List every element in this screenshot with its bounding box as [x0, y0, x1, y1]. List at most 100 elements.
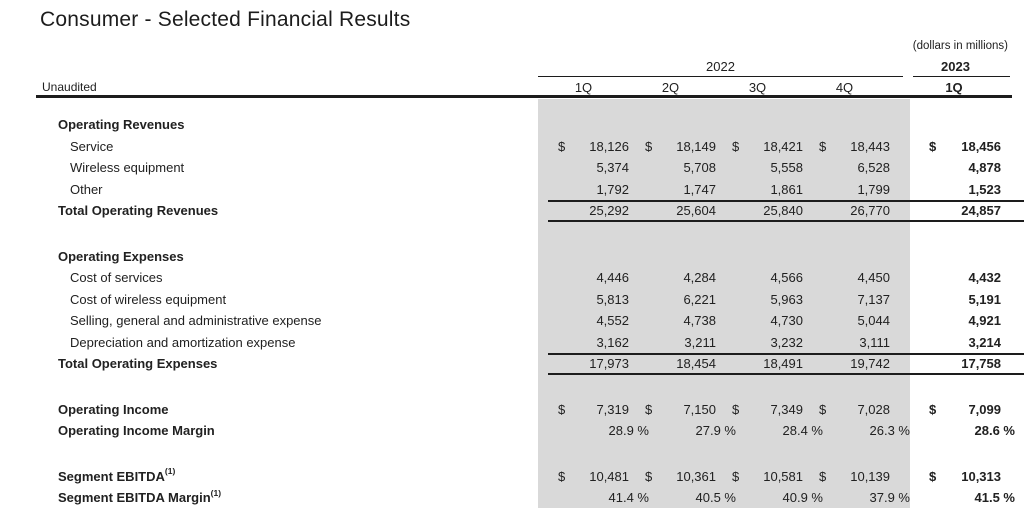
table-body: Operating Revenues Service $18,126 $18,149 $… — [0, 114, 1024, 509]
row-label: Cost of wireless equipment — [0, 292, 548, 307]
row-values — [548, 114, 1024, 136]
cell-value: 18,149 — [676, 138, 716, 154]
cell-value: 18,456 — [961, 138, 1001, 154]
row-values: 4,446 4,284 4,566 4,450 4,432 — [548, 267, 1024, 289]
row-label-text: Total Operating Expenses — [58, 356, 218, 372]
value-cell: 28.4 % — [726, 420, 823, 442]
cell-value: 7,319 — [596, 401, 629, 417]
dollar-sign: $ — [929, 401, 937, 417]
row-label: Selling, general and administrative expe… — [0, 313, 548, 328]
header-rule — [36, 95, 1012, 98]
value-cell: 3,214 — [922, 332, 1024, 354]
row-label: Operating Income — [0, 402, 548, 417]
row-label: Total Operating Expenses — [0, 356, 548, 371]
cell-value: 41.4 % — [608, 490, 649, 506]
value-cell: 1,523 — [922, 179, 1024, 201]
value-cell: 4,730 — [726, 310, 813, 332]
dollar-sign: $ — [558, 468, 566, 484]
value-cell: 37.9 % — [813, 487, 910, 509]
value-cell: 17,973 — [552, 355, 639, 373]
row-values: 5,813 6,221 5,963 7,137 5,191 — [548, 289, 1024, 311]
value-cell: 41.5 % — [922, 487, 1024, 509]
value-cell: 5,963 — [726, 289, 813, 311]
value-cell: 4,921 — [922, 310, 1024, 332]
value-cell: 5,813 — [552, 289, 639, 311]
value-cell: 1,861 — [726, 179, 813, 201]
value-cell: 1,799 — [813, 179, 900, 201]
row-values: 5,374 5,708 5,558 6,528 4,878 — [548, 157, 1024, 179]
cell-value: 37.9 % — [869, 490, 910, 506]
column-spacer — [900, 310, 922, 332]
footnote-ref: (1) — [164, 466, 176, 477]
cell-value: 5,374 — [596, 160, 629, 176]
row-label-text: Operating Income Margin — [58, 423, 215, 439]
cell-value: 18,443 — [850, 138, 890, 154]
column-spacer — [900, 399, 922, 421]
dollar-sign: $ — [929, 138, 937, 154]
column-spacer — [900, 289, 922, 311]
row-label: Operating Income Margin — [0, 423, 548, 438]
table-row: Operating Income Margin 28.9 % 27.9 % 28.4 … — [0, 420, 1024, 442]
value-cell: 4,878 — [922, 157, 1024, 179]
value-cell: $10,313 — [922, 466, 1024, 488]
table-row: Segment EBITDA(1) $10,481 $10,361 $10,581 $1… — [0, 466, 1024, 488]
dollar-sign: $ — [819, 468, 827, 484]
column-spacer — [900, 202, 922, 220]
value-cell: 1,792 — [552, 179, 639, 201]
cell-value: 10,361 — [676, 468, 716, 484]
value-cell: 5,558 — [726, 157, 813, 179]
cell-value: 17,758 — [961, 356, 1001, 372]
column-spacer — [900, 246, 922, 268]
value-cell: 5,191 — [922, 289, 1024, 311]
cell-value: 3,214 — [968, 334, 1001, 350]
footnote-ref: (1) — [210, 487, 222, 498]
row-label-text: Total Operating Revenues — [58, 203, 219, 219]
cell-value: 3,111 — [859, 334, 890, 350]
units-note: (dollars in millions) — [912, 40, 1008, 52]
cell-value: 3,162 — [596, 334, 629, 350]
value-cell: $7,099 — [922, 399, 1024, 421]
cell-value: 28.6 % — [974, 423, 1015, 439]
cell-value: 18,126 — [589, 138, 629, 154]
dollar-sign: $ — [819, 401, 827, 417]
highlight-2022-columns — [538, 99, 910, 508]
cell-value: 5,044 — [857, 313, 890, 329]
value-cell: $7,319 — [552, 399, 639, 421]
value-cell: $18,421 — [726, 136, 813, 158]
cell-value: 5,813 — [596, 291, 629, 307]
cell-value: 10,313 — [961, 468, 1001, 484]
value-cell: 4,284 — [639, 267, 726, 289]
value-cell: 5,374 — [552, 157, 639, 179]
cell-value: 1,799 — [857, 181, 890, 197]
cell-value: 18,491 — [763, 356, 803, 372]
row-label: Service — [0, 139, 548, 154]
dollar-sign: $ — [558, 138, 566, 154]
value-cell — [552, 246, 639, 268]
row-values: 17,973 18,454 18,491 19,742 17,758 — [548, 353, 1024, 375]
value-cell: 4,446 — [552, 267, 639, 289]
cell-value: 26,770 — [850, 203, 890, 219]
table-row: Cost of wireless equipment 5,813 6,221 5,96… — [0, 289, 1024, 311]
value-cell: $18,456 — [922, 136, 1024, 158]
row-values: 25,292 25,604 25,840 26,770 24,857 — [548, 200, 1024, 222]
row-label-text: Operating Expenses — [58, 248, 184, 264]
row-values: 1,792 1,747 1,861 1,799 1,523 — [548, 179, 1024, 201]
value-cell: 25,292 — [552, 202, 639, 220]
value-cell: 3,211 — [639, 332, 726, 354]
table-row: Total Operating Expenses 17,973 18,454 18,4… — [0, 353, 1024, 375]
cell-value: 4,432 — [968, 270, 1001, 286]
value-cell: $18,126 — [552, 136, 639, 158]
value-cell: 25,840 — [726, 202, 813, 220]
cell-value: 1,747 — [683, 181, 716, 197]
dollar-sign: $ — [645, 468, 653, 484]
value-cell: 4,566 — [726, 267, 813, 289]
cell-value: 1,523 — [968, 181, 1001, 197]
row-label: Segment EBITDA(1) — [0, 466, 548, 484]
cell-value: 28.9 % — [608, 423, 649, 439]
cell-value: 7,028 — [857, 401, 890, 417]
cell-value: 25,604 — [676, 203, 716, 219]
cell-value: 3,211 — [684, 334, 716, 350]
cell-value: 10,581 — [763, 468, 803, 484]
year-2023-header: 2023 — [913, 59, 1010, 77]
table-row: Wireless equipment 5,374 5,708 5,558 6,528 4,… — [0, 157, 1024, 179]
